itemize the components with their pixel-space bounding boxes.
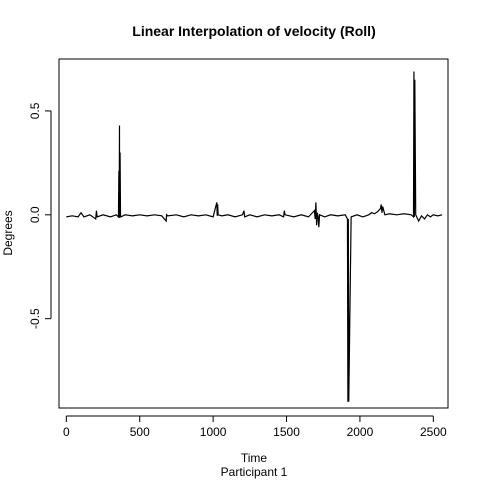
x-tick-label: 1500 <box>273 425 300 439</box>
x-tick-label: 1000 <box>200 425 227 439</box>
x-tick-label: 0 <box>63 425 70 439</box>
y-axis-label: Degrees <box>1 210 15 255</box>
x-axis: 0 500 1000 1500 2000 2500 <box>63 415 447 439</box>
x-tick-label: 2500 <box>420 425 447 439</box>
plot-frame <box>58 58 449 409</box>
x-tick-label: 500 <box>130 425 150 439</box>
chart-title: Linear Interpolation of velocity (Roll) <box>132 23 375 39</box>
x-tick-label: 2000 <box>347 425 374 439</box>
y-tick-label: 0.0 <box>28 206 42 223</box>
series-line <box>66 71 443 402</box>
y-axis: -0.5 0.0 0.5 <box>28 102 52 329</box>
x-axis-sublabel: Participant 1 <box>221 465 288 479</box>
x-axis-label: Time <box>241 451 268 465</box>
y-tick-label: -0.5 <box>28 308 42 329</box>
y-tick-label: 0.5 <box>28 102 42 119</box>
